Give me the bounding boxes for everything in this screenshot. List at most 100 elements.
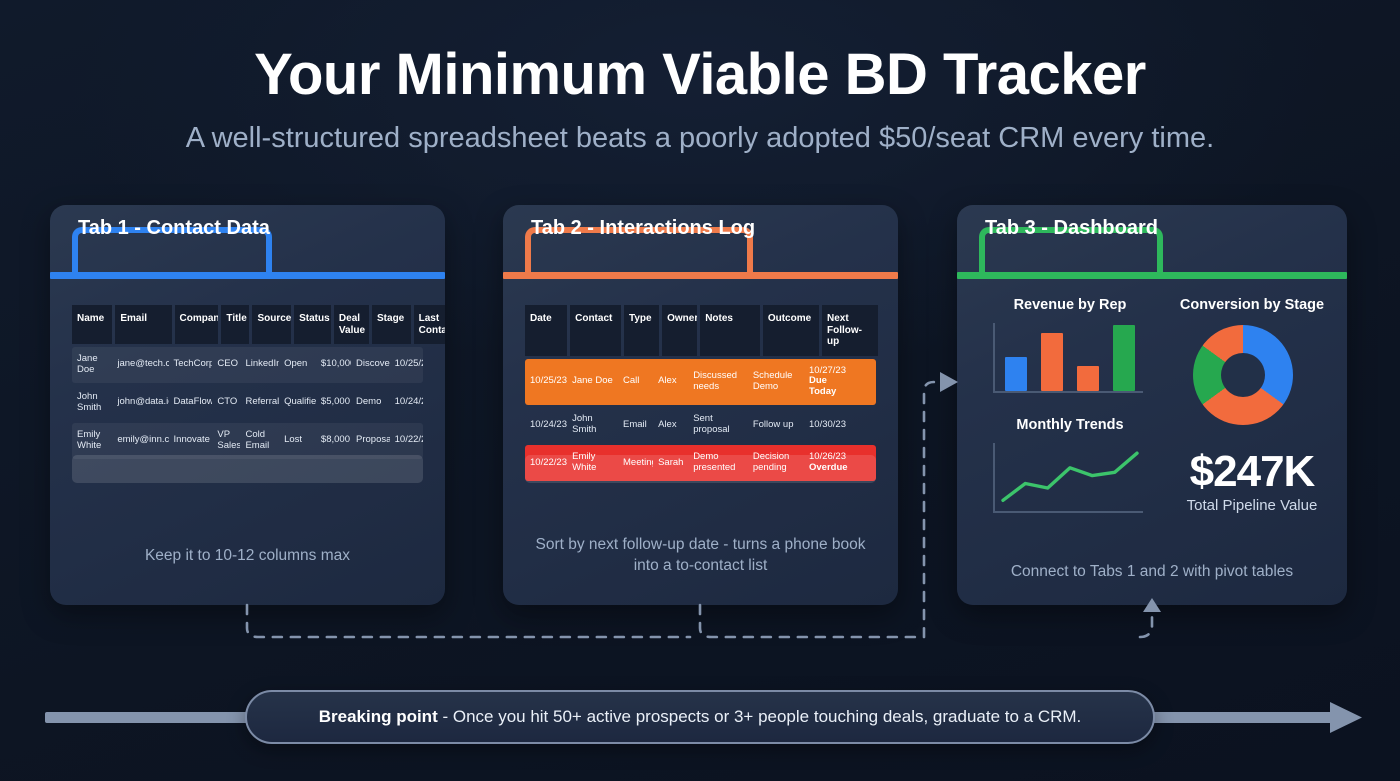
dashboard-charts: Revenue by Rep Monthly Trends Conversion… <box>957 297 1347 527</box>
timeline-arrow-head-icon <box>1330 702 1362 733</box>
column-header[interactable]: Last Contact <box>413 305 445 344</box>
table-cell: 10/24/23 <box>530 418 567 430</box>
table-row[interactable]: 10/24/23 John Smith Email Alex Sent proposal… <box>525 407 876 443</box>
table-row[interactable]: Jane Doe jane@tech.com TechCorp CEO LinkedIn… <box>72 347 423 383</box>
table-contact-data: NameEmailCompanyTitleSourceStatusDeal Va… <box>72 305 445 461</box>
table-interactions-log: Date Contact Type Owner Notes Outcome Next Fol… <box>525 305 879 483</box>
page-title: Your Minimum Viable BD Tracker <box>254 42 1146 107</box>
pipeline-value: $247K <box>1189 447 1316 496</box>
table-row[interactable]: Emily White emily@inn.co Innovate VP SalesC… <box>72 422 423 459</box>
bar-chart-title: Revenue by Rep <box>1013 297 1127 313</box>
table-cell: Lost <box>284 434 303 446</box>
breaking-point-rest: - Once you hit 50+ active prospects or 3… <box>437 707 1082 726</box>
table-cell: 10/30/23 <box>809 418 846 430</box>
timeline-right-shaft <box>1145 712 1335 723</box>
table-cell: 10/26/23 Overdue <box>809 451 848 474</box>
table-cell: VP Sales <box>217 428 241 451</box>
column-header[interactable]: Source <box>252 305 292 344</box>
table-cell: John Smith <box>77 390 102 413</box>
column-header[interactable]: Deal Value <box>333 305 370 344</box>
table-cell: Emily White <box>572 451 597 474</box>
table-cell: jane@tech.com <box>117 358 169 370</box>
table-cell: Decision pending <box>752 451 790 474</box>
table-header-row: Date Contact Type Owner Notes Outcome Next Fol… <box>525 305 879 356</box>
table-cell: Jane Doe <box>572 375 613 387</box>
tab-strip-3 <box>957 227 1347 279</box>
table-cell: Qualified <box>284 396 316 408</box>
table-cell: John Smith <box>572 413 597 436</box>
tab-strip-2 <box>503 227 898 279</box>
tab-strip-1 <box>50 227 445 279</box>
table-header-row: NameEmailCompanyTitleSourceStatusDeal Va… <box>72 305 445 344</box>
tab-label-interactions-log[interactable]: Tab 2 - Interactions Log <box>531 217 756 239</box>
table-cell: $8,000 <box>320 434 350 446</box>
panel-caption-2: Sort by next follow-up date - turns a ph… <box>535 536 866 575</box>
panel-interactions-log[interactable]: Tab 2 - Interactions Log Date Contact Type… <box>503 205 898 605</box>
table-cell: Sarah <box>658 456 684 468</box>
table-cell: Follow up <box>752 418 794 430</box>
table-cell: Alex <box>658 418 677 430</box>
pipeline-value-label: Total Pipeline Value <box>1186 497 1318 514</box>
bar <box>1041 332 1063 391</box>
table-cell: Discussed needs <box>693 369 738 392</box>
table-cell: Demo presented <box>693 451 736 474</box>
tab-bump-1 <box>72 227 272 279</box>
column-header[interactable]: Owner <box>662 305 698 356</box>
table-cell: 10/25/23 <box>394 358 423 370</box>
page-subtitle: A well-structured spreadsheet beats a po… <box>185 122 1215 154</box>
column-header[interactable]: Outcome <box>762 305 819 356</box>
bar-chart <box>993 323 1143 393</box>
table-cell: Schedule Demo <box>752 369 793 392</box>
bar-series <box>1005 323 1135 391</box>
table-cell: TechCorp <box>173 358 213 370</box>
table-cell: Referral <box>245 396 280 408</box>
tab-label-contact-data[interactable]: Tab 1 - Contact Data <box>78 217 270 239</box>
column-header[interactable]: Title <box>221 305 250 344</box>
column-header[interactable]: Notes <box>700 305 760 356</box>
column-header[interactable]: Email <box>115 305 172 344</box>
tab-underline-2 <box>503 272 898 279</box>
table-cell: 10/22/23 <box>394 434 423 446</box>
panel-contact-data[interactable]: Tab 1 - Contact Data NameEmailCompanyTit… <box>50 205 445 605</box>
pie-chart-title: Conversion by Stage <box>1179 297 1325 313</box>
table-cell: Email <box>623 418 647 430</box>
table-row[interactable]: 10/22/23 Emily White Meeting Sarah Demo pres… <box>525 445 876 481</box>
table-cell: CTO <box>217 396 238 408</box>
table-cell: Emily White <box>77 428 102 451</box>
table-row[interactable]: 10/25/23 Jane Doe Call Alex Discussed needs S… <box>525 358 876 406</box>
panel-dashboard[interactable]: Tab 3 - Dashboard Revenue by Rep Monthly… <box>957 205 1347 605</box>
tab-label-dashboard[interactable]: Tab 3 - Dashboard <box>985 217 1158 239</box>
tab-underline-3 <box>957 272 1347 279</box>
table-cell: john@data.io <box>117 396 169 408</box>
table-cell: Cold Email <box>245 428 270 451</box>
column-header[interactable]: Type <box>624 305 660 356</box>
panel-caption-3: Connect to Tabs 1 and 2 with pivot table… <box>1010 563 1294 581</box>
tab-bump-2 <box>525 227 753 279</box>
line-path <box>1001 451 1139 502</box>
panel-caption-1: Keep it to 10-12 columns max <box>144 547 351 565</box>
table-cell: $5,000 <box>320 396 350 408</box>
table-cell: 10/25/23 <box>530 375 567 387</box>
table-cell: LinkedIn <box>245 358 280 370</box>
tab-bump-3 <box>979 227 1163 279</box>
table-row[interactable]: John Smith john@data.io DataFlow CTO Referra… <box>72 385 423 421</box>
table-cell: Proposal <box>356 434 390 446</box>
column-header[interactable]: Contact <box>570 305 621 356</box>
breaking-point-text: Breaking point - Once you hit 50+ active… <box>319 707 1082 727</box>
placeholder-row-2 <box>525 455 876 483</box>
table-cell: 10/24/23 <box>394 396 423 408</box>
table-cell: Call <box>623 375 640 387</box>
table-cell: CEO <box>217 358 238 370</box>
column-header[interactable]: Next Follow-up <box>822 305 879 356</box>
column-header[interactable]: Status <box>294 305 331 344</box>
connector-panel1-to-bus <box>245 603 692 639</box>
column-header[interactable]: Company <box>174 305 219 344</box>
table-cell: emily@inn.co <box>117 434 169 446</box>
connector-arrow-right-icon <box>940 372 958 392</box>
table-cell: Meeting <box>623 456 653 468</box>
column-header[interactable]: Name <box>72 305 113 344</box>
column-header[interactable]: Date <box>525 305 568 356</box>
column-header[interactable]: Stage <box>372 305 411 344</box>
bar <box>1077 365 1099 391</box>
